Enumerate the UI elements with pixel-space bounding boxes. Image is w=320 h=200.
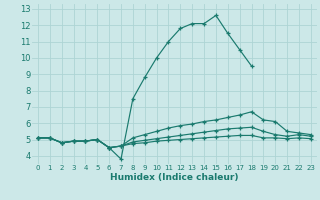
X-axis label: Humidex (Indice chaleur): Humidex (Indice chaleur) — [110, 173, 239, 182]
